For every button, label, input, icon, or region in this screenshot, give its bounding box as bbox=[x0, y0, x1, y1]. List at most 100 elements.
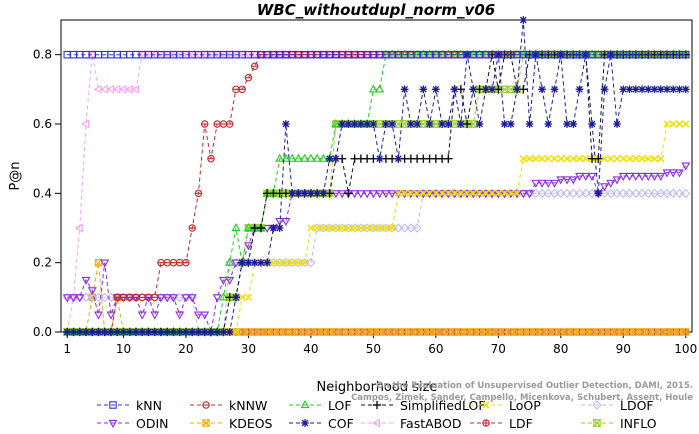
data-point bbox=[656, 172, 666, 181]
data-point bbox=[613, 120, 621, 128]
data-point bbox=[481, 190, 491, 199]
data-point bbox=[592, 400, 602, 410]
data-point bbox=[625, 154, 634, 163]
data-point bbox=[587, 172, 597, 181]
data-point bbox=[218, 276, 228, 285]
data-point bbox=[232, 293, 240, 302]
data-point bbox=[582, 154, 590, 163]
data-point bbox=[581, 172, 591, 181]
chart: WBC_withoutdupl_norm_v06 0.0 0.2 0.4 0.6 0.8… bbox=[8, 1, 697, 394]
data-point bbox=[125, 328, 134, 336]
data-point bbox=[175, 311, 185, 320]
data-point bbox=[613, 154, 621, 163]
data-point bbox=[232, 85, 240, 94]
data-point bbox=[144, 294, 153, 303]
data-point bbox=[94, 311, 103, 320]
data-point bbox=[250, 258, 260, 268]
data-point bbox=[212, 294, 222, 303]
data-point bbox=[437, 49, 447, 58]
data-point bbox=[400, 190, 410, 199]
data-point bbox=[456, 190, 466, 199]
data-point bbox=[544, 154, 553, 163]
data-point bbox=[469, 85, 478, 94]
data-point bbox=[375, 224, 384, 232]
data-point bbox=[287, 153, 297, 162]
data-point bbox=[462, 190, 472, 199]
data-point bbox=[669, 120, 677, 128]
data-point bbox=[418, 49, 428, 58]
legend-label: LOF bbox=[328, 397, 352, 413]
data-point bbox=[550, 85, 559, 94]
x-tick-label: 90 bbox=[616, 342, 631, 356]
data-point bbox=[200, 120, 209, 128]
data-point bbox=[182, 258, 190, 267]
data-point bbox=[662, 169, 672, 178]
data-point bbox=[562, 176, 572, 185]
data-point bbox=[400, 85, 409, 94]
data-point bbox=[300, 258, 309, 267]
data-point bbox=[331, 190, 341, 199]
data-point bbox=[450, 189, 459, 198]
data-point bbox=[668, 169, 678, 178]
legend-swatch bbox=[97, 401, 129, 409]
data-point bbox=[638, 154, 646, 163]
data-point bbox=[307, 189, 315, 198]
x-tick-label: 50 bbox=[366, 342, 381, 356]
data-point bbox=[681, 85, 690, 94]
data-point bbox=[250, 62, 259, 70]
data-point bbox=[418, 190, 428, 199]
data-point bbox=[157, 328, 165, 336]
data-point bbox=[231, 259, 241, 268]
data-point bbox=[200, 328, 209, 336]
data-point bbox=[207, 154, 215, 163]
data-point bbox=[250, 258, 259, 267]
data-point bbox=[631, 85, 640, 94]
data-point bbox=[531, 50, 540, 59]
legend-label: INFLO bbox=[620, 415, 657, 431]
data-point bbox=[81, 119, 90, 129]
legend-swatch bbox=[190, 419, 222, 427]
data-point bbox=[375, 154, 384, 163]
credit-line-1: On the Evaluation of Unsupervised Outlie… bbox=[376, 381, 693, 391]
data-point bbox=[150, 293, 159, 302]
legend-label: KDEOS bbox=[229, 415, 273, 431]
data-point bbox=[456, 49, 466, 58]
data-point bbox=[494, 50, 503, 59]
data-point bbox=[318, 223, 329, 233]
data-point bbox=[381, 223, 391, 233]
data-point bbox=[350, 223, 360, 233]
y-axis: 0.0 0.2 0.4 0.6 0.8 bbox=[33, 48, 61, 339]
data-point bbox=[243, 242, 253, 251]
x-tick-label: 60 bbox=[428, 342, 443, 356]
data-point bbox=[263, 258, 272, 267]
data-point bbox=[63, 328, 72, 336]
data-point bbox=[650, 85, 659, 94]
data-point bbox=[368, 84, 378, 93]
credit: On the Evaluation of Unsupervised Outlie… bbox=[351, 380, 693, 404]
data-point bbox=[288, 189, 296, 198]
data-point bbox=[507, 189, 515, 198]
data-point bbox=[569, 120, 578, 128]
data-point bbox=[202, 401, 210, 409]
data-point bbox=[624, 188, 635, 198]
data-point bbox=[419, 85, 428, 94]
data-point bbox=[112, 294, 122, 303]
data-point bbox=[413, 120, 421, 128]
data-point bbox=[406, 190, 416, 199]
data-point bbox=[363, 120, 371, 128]
data-point bbox=[325, 223, 335, 233]
data-point bbox=[218, 292, 228, 301]
data-point bbox=[69, 328, 78, 336]
data-point bbox=[500, 190, 510, 199]
data-point bbox=[537, 179, 547, 188]
legend-item-simplifiedlof: SimplifiedLOF bbox=[360, 396, 486, 414]
data-point bbox=[130, 84, 140, 94]
data-point bbox=[681, 188, 691, 198]
legend-label: COF bbox=[328, 415, 354, 431]
data-point bbox=[219, 328, 228, 336]
data-point bbox=[108, 419, 118, 428]
data-point bbox=[75, 294, 85, 303]
data-point bbox=[587, 49, 597, 58]
data-point bbox=[138, 328, 147, 336]
data-point bbox=[194, 328, 203, 336]
